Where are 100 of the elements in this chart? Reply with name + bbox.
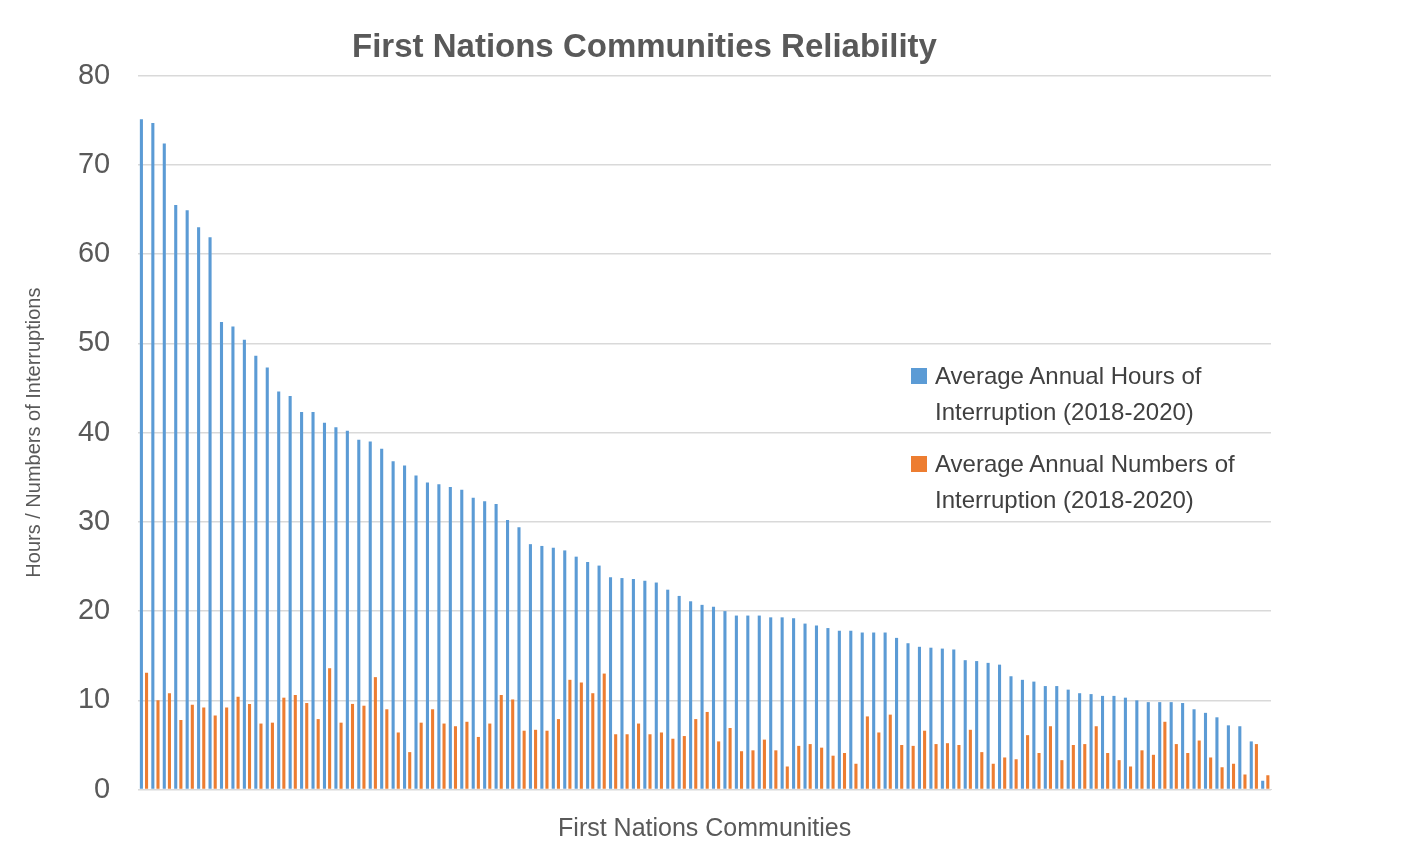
bar [579,682,583,789]
bar [506,520,510,789]
bar [694,719,698,789]
bar [282,697,286,789]
bar [792,618,796,789]
bar [1083,744,1087,789]
bar [568,679,572,789]
bar [311,412,315,789]
bar [494,504,498,789]
bar [1043,686,1047,789]
bar [769,617,773,789]
bar [460,489,464,789]
bar [803,623,807,789]
x-axis-title: First Nations Communities [558,812,852,841]
bar [1231,763,1236,789]
bar [174,205,178,789]
bar [1129,766,1133,789]
bar [522,730,526,789]
bar [774,750,778,789]
bar [762,739,766,789]
bar [179,719,183,789]
bar [991,763,995,789]
bar [906,643,910,789]
bar [1158,702,1162,789]
bar [1220,767,1224,789]
bar [957,744,961,789]
bar [1009,676,1013,789]
bar [300,412,304,789]
bar [717,741,721,789]
bar [934,744,938,789]
bar [785,766,789,789]
bar [968,729,972,789]
y-tick-label: 30 [77,503,111,536]
bar [1243,774,1247,789]
bar [1048,726,1052,789]
bar [242,339,246,789]
bar [625,734,629,789]
bar [1112,695,1116,789]
bar [602,673,606,789]
bar [654,582,658,789]
y-tick-label: 40 [77,414,111,447]
y-tick-label: 50 [77,325,111,358]
bar [265,367,269,789]
bar [247,703,252,789]
bar [511,699,515,789]
bar [1197,740,1201,789]
bar [162,143,166,789]
bar [185,210,189,789]
bar [574,556,578,789]
bar [797,745,801,789]
legend-label: Average Annual Hours of Interruption (2018-2020) [935,361,1203,427]
bar [465,721,469,789]
bar [1238,726,1242,789]
bar [705,711,709,789]
bar [1192,709,1196,789]
bar [842,753,847,789]
bar [849,630,853,789]
bar [1106,753,1110,789]
bar [877,732,881,789]
bar [225,707,229,789]
bar [780,617,784,789]
bar [945,743,950,789]
bar [1078,693,1082,789]
y-axis-title: Hours / Numbers of Interruptions [21,287,44,578]
bar [213,715,217,789]
bar [151,122,155,789]
bar [1209,757,1213,789]
bar [746,615,750,789]
bar [923,730,927,789]
bar [700,604,704,789]
bar [900,744,904,789]
bar [408,752,412,789]
bar [197,227,201,789]
bar [831,755,835,789]
bar [488,723,492,789]
bar [414,475,418,789]
bar [591,693,595,789]
bar [814,625,819,789]
bar [837,630,841,789]
bar [396,732,400,789]
bar [322,422,327,789]
bar [917,646,921,789]
bar [1135,700,1139,789]
bar [1254,744,1258,789]
bar [288,396,292,789]
bar [476,736,480,789]
bar [723,611,727,789]
bar [614,734,618,789]
bar [339,722,343,789]
bar [362,705,366,789]
bar [380,448,384,789]
bar [986,662,990,789]
bar [551,547,555,789]
bar [1117,760,1121,789]
bar [689,601,693,789]
y-tick-label: 0 [94,771,111,804]
bar [499,695,503,789]
bar [534,729,538,789]
bar [437,484,441,789]
bar [231,326,235,789]
